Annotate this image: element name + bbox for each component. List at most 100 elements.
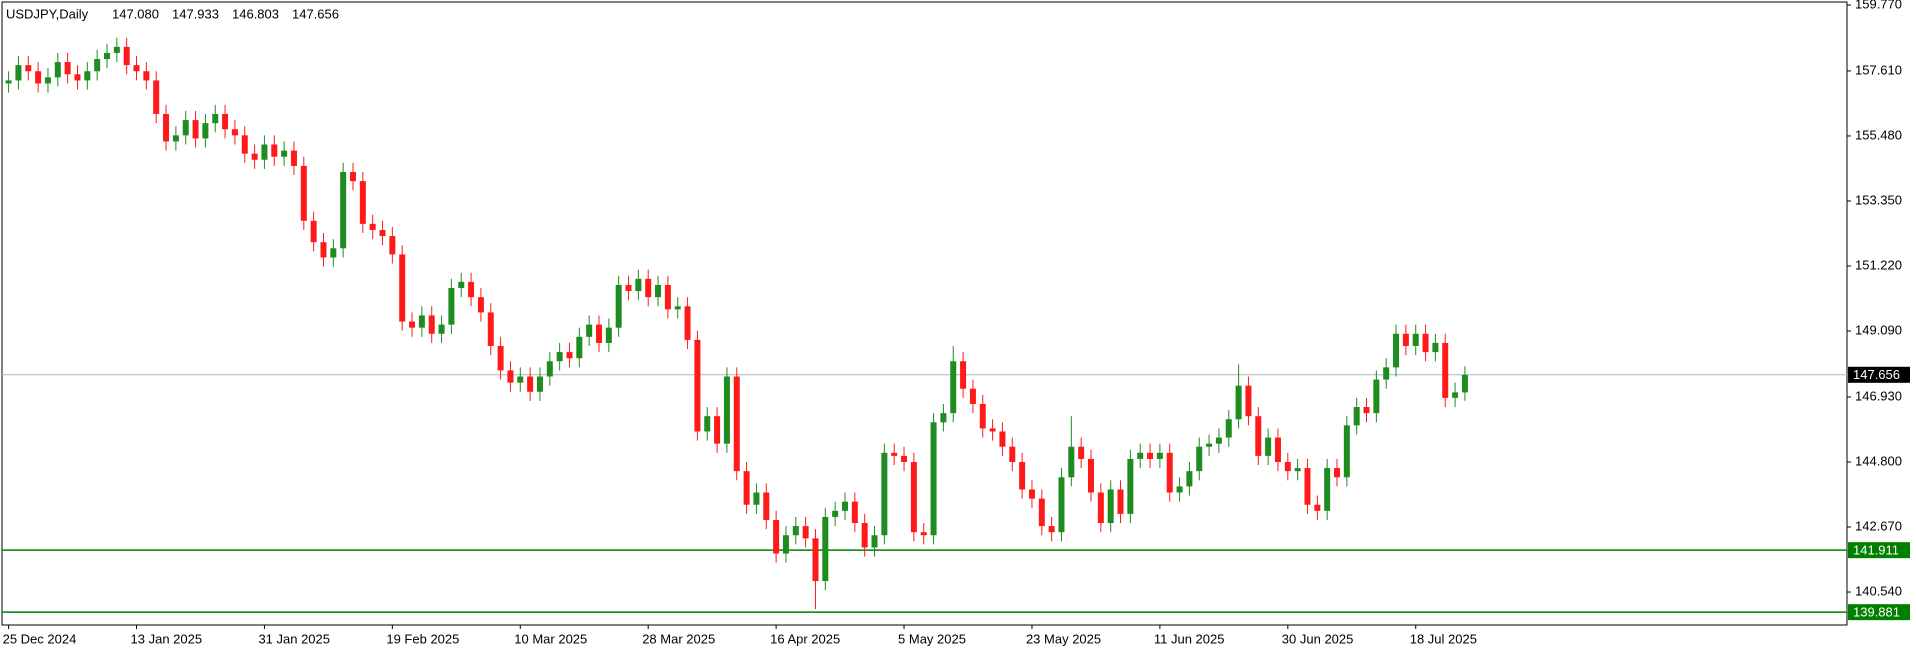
candle-body [5, 80, 12, 84]
header-value: 147.656 [292, 6, 339, 21]
candle-body [763, 492, 770, 520]
price-label-box [1848, 366, 1910, 383]
candle-body [477, 297, 484, 313]
candle-body [1255, 416, 1262, 456]
candle-body [920, 532, 927, 536]
y-tick-label: 144.800 [1855, 453, 1902, 468]
chart-title: USDJPY,Daily [6, 6, 89, 21]
candle-body [192, 120, 199, 139]
candle-body [940, 413, 947, 423]
candle-body [35, 71, 42, 84]
candle-body [1422, 333, 1429, 353]
candle-body [1412, 333, 1419, 346]
x-tick-label: 19 Feb 2025 [386, 631, 459, 646]
x-tick-label: 25 Dec 2024 [3, 631, 77, 646]
candle-body [222, 113, 229, 130]
candle-body [359, 181, 366, 224]
candle-body [704, 416, 711, 432]
candle-body [851, 501, 858, 524]
candle-body [1324, 468, 1331, 511]
candle-body [1274, 437, 1281, 462]
candle-body [1117, 489, 1124, 514]
x-tick-label: 11 Jun 2025 [1154, 631, 1225, 646]
candle-body [930, 422, 937, 536]
candle-body [458, 281, 465, 288]
candle-body [861, 523, 868, 548]
candle-body [753, 492, 760, 505]
x-tick-label: 30 Jun 2025 [1282, 631, 1354, 646]
price-label-box [1848, 604, 1910, 621]
candle-body [1442, 342, 1449, 398]
candle-body [15, 65, 22, 81]
candle-body [1048, 526, 1055, 533]
candle-body [251, 153, 258, 160]
price-label: 147.656 [1853, 367, 1900, 382]
candle-body [910, 461, 917, 533]
candle-body [1038, 498, 1045, 527]
candle-body [438, 324, 445, 334]
candle-body [960, 361, 967, 389]
candle-body [1363, 407, 1370, 414]
candle-body [310, 220, 317, 243]
y-tick-label: 157.610 [1855, 62, 1902, 77]
candle-body [615, 284, 622, 328]
candle-body [1127, 458, 1134, 514]
candle-body [1393, 333, 1400, 368]
candle-body [1176, 486, 1183, 493]
y-tick-label: 142.670 [1855, 518, 1902, 533]
candle-body [153, 80, 160, 114]
candle-body [340, 171, 347, 249]
candle-body [74, 74, 81, 81]
candle-body [54, 62, 61, 78]
candle-body [212, 113, 219, 124]
y-tick-label: 151.220 [1855, 257, 1902, 272]
candle-body [969, 388, 976, 404]
candle-body [832, 510, 839, 517]
candle-body [487, 312, 494, 346]
candle-body [350, 171, 356, 182]
candle-body [1353, 407, 1360, 426]
candle-body [596, 324, 602, 343]
candle-body [379, 229, 386, 237]
candle-body [743, 471, 750, 505]
candle-body [1019, 461, 1026, 490]
candle-body [655, 284, 662, 298]
y-tick-label: 159.770 [1855, 0, 1902, 11]
candle-body [25, 65, 32, 72]
candle-body [64, 62, 71, 75]
y-tick-label: 155.480 [1855, 127, 1902, 142]
candle-body [1245, 385, 1252, 417]
x-tick-label: 18 Jul 2025 [1410, 631, 1477, 646]
candle-body [1265, 437, 1272, 456]
x-tick-label: 31 Jan 2025 [258, 631, 330, 646]
candle-body [664, 284, 671, 310]
candle-body [1314, 504, 1321, 511]
candle-body [1196, 446, 1203, 472]
candle-body [507, 370, 514, 383]
candle-body [625, 284, 632, 292]
candle-body [546, 361, 553, 377]
candle-body [290, 150, 297, 166]
candle-body [320, 242, 327, 258]
candle-body [1215, 437, 1222, 444]
x-tick-label: 16 Apr 2025 [770, 631, 840, 646]
candle-body [1137, 452, 1144, 459]
candle-body [409, 321, 416, 328]
candle-body [94, 59, 101, 72]
candle-body [1235, 385, 1242, 420]
candle-body [802, 526, 809, 539]
candle-body [517, 376, 524, 383]
candle-body [1461, 374, 1468, 393]
candle-body [172, 135, 179, 142]
candle-body [566, 352, 573, 359]
candle-body [556, 352, 563, 362]
candle-body [1383, 367, 1390, 380]
candle-body [842, 501, 848, 511]
candle-body [281, 150, 288, 157]
price-label: 139.881 [1853, 605, 1900, 620]
candle-body [1284, 461, 1291, 472]
candle-body [123, 46, 130, 66]
candle-body [605, 327, 612, 343]
x-tick-label: 23 May 2025 [1026, 631, 1101, 646]
